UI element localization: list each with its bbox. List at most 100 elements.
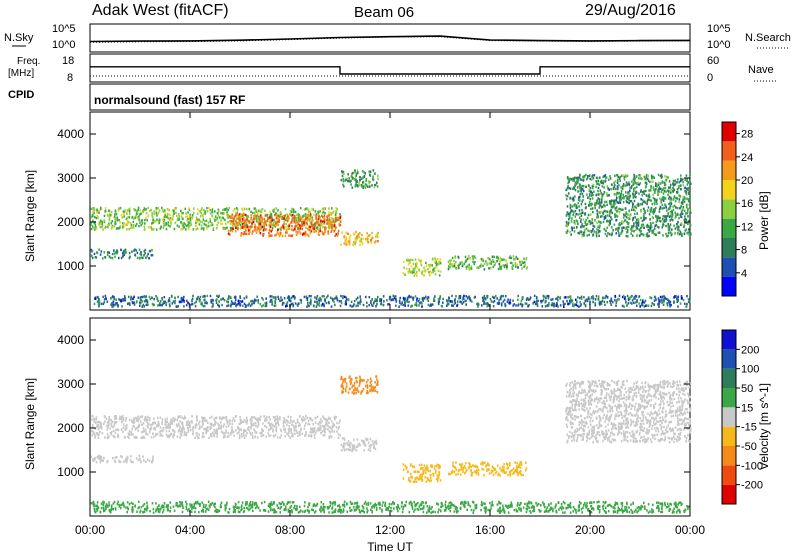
scatter-point — [329, 435, 332, 438]
scatter-point — [134, 216, 136, 219]
scatter-point — [173, 209, 175, 212]
scatter-point — [496, 297, 498, 300]
scatter-point — [246, 217, 249, 221]
scatter-point — [674, 183, 677, 186]
scatter-point — [658, 210, 661, 213]
scatter-point — [296, 213, 298, 217]
scatter-point — [415, 272, 418, 276]
scatter-point — [500, 304, 503, 307]
scatter-point — [643, 209, 646, 212]
scatter-point — [324, 427, 327, 431]
scatter-point — [615, 301, 618, 304]
scatter-point — [557, 295, 559, 299]
scatter-point — [121, 216, 124, 219]
scatter-point — [181, 421, 184, 424]
scatter-point — [239, 296, 242, 300]
scatter-point — [514, 258, 516, 261]
scatter-point — [99, 457, 102, 460]
scatter-point — [247, 229, 250, 232]
scatter-point — [637, 224, 640, 227]
scatter-point — [231, 230, 234, 233]
scatter-point — [587, 229, 589, 232]
scatter-point — [369, 449, 372, 453]
scatter-point — [684, 218, 686, 221]
scatter-point — [244, 232, 246, 235]
scatter-point — [264, 417, 267, 420]
scatter-point — [234, 219, 237, 222]
scatter-point — [293, 218, 295, 222]
scatter-point — [652, 196, 655, 200]
scatter-point — [634, 177, 636, 180]
scatter-point — [167, 424, 169, 427]
scatter-point — [655, 200, 658, 203]
scatter-point — [186, 219, 189, 222]
scatter-point — [439, 262, 442, 265]
scatter-point — [658, 300, 661, 304]
scatter-point — [136, 212, 139, 216]
scatter-point — [559, 304, 562, 307]
scatter-point — [287, 415, 289, 418]
scatter-point — [198, 422, 200, 425]
scatter-point — [369, 180, 371, 184]
scatter-point — [97, 433, 99, 436]
scatter-point — [355, 298, 358, 301]
scatter-point — [652, 186, 655, 189]
scatter-point — [521, 305, 523, 308]
scatter-point — [637, 218, 640, 221]
scatter-point — [277, 232, 280, 236]
scatter-point — [202, 423, 204, 426]
scatter-point — [512, 264, 514, 267]
scatter-point — [211, 210, 213, 213]
scatter-point — [365, 184, 368, 187]
scatter-point — [232, 430, 235, 433]
scatter-point — [360, 300, 362, 303]
scatter-point — [136, 256, 139, 260]
scatter-point — [464, 255, 467, 259]
scatter-point — [583, 234, 585, 237]
scatter-point — [453, 264, 455, 268]
scatter-point — [598, 211, 600, 214]
scatter-point — [182, 297, 184, 300]
scatter-point — [117, 207, 120, 210]
scatter-point — [140, 299, 143, 302]
scatter-point — [594, 204, 596, 207]
scatter-point — [328, 436, 331, 440]
scatter-point — [366, 232, 368, 235]
scatter-point — [102, 422, 105, 425]
scatter-point — [278, 220, 280, 223]
scatter-point — [619, 222, 621, 225]
scatter-point — [114, 209, 117, 212]
scatter-point — [457, 264, 459, 268]
scatter-point — [96, 432, 99, 435]
scatter-point — [322, 216, 325, 219]
scatter-point — [151, 254, 154, 257]
scatter-point — [347, 173, 349, 176]
scatter-point — [600, 197, 603, 200]
scatter-point — [602, 296, 604, 299]
scatter-point — [273, 435, 275, 438]
scatter-point — [334, 213, 337, 216]
scatter-point — [167, 208, 170, 212]
scatter-point — [169, 304, 171, 308]
scatter-point — [136, 216, 139, 219]
scatter-point — [114, 303, 116, 307]
scatter-point — [248, 429, 251, 432]
scatter-point — [592, 177, 595, 180]
scatter-point — [316, 226, 319, 229]
scatter-point — [158, 423, 160, 426]
scatter-point — [578, 196, 581, 199]
scatter-point — [231, 431, 234, 434]
scatter-point — [633, 173, 635, 177]
scatter-point — [238, 422, 241, 426]
scatter-point — [121, 414, 124, 418]
scatter-point — [586, 193, 588, 196]
scatter-point — [252, 423, 255, 427]
scatter-point — [185, 432, 188, 435]
scatter-point — [287, 433, 289, 436]
scatter-point — [648, 230, 651, 233]
scatter-point — [357, 443, 360, 446]
scatter-point — [372, 443, 375, 446]
scatter-point — [662, 192, 665, 195]
scatter-point — [126, 459, 128, 462]
